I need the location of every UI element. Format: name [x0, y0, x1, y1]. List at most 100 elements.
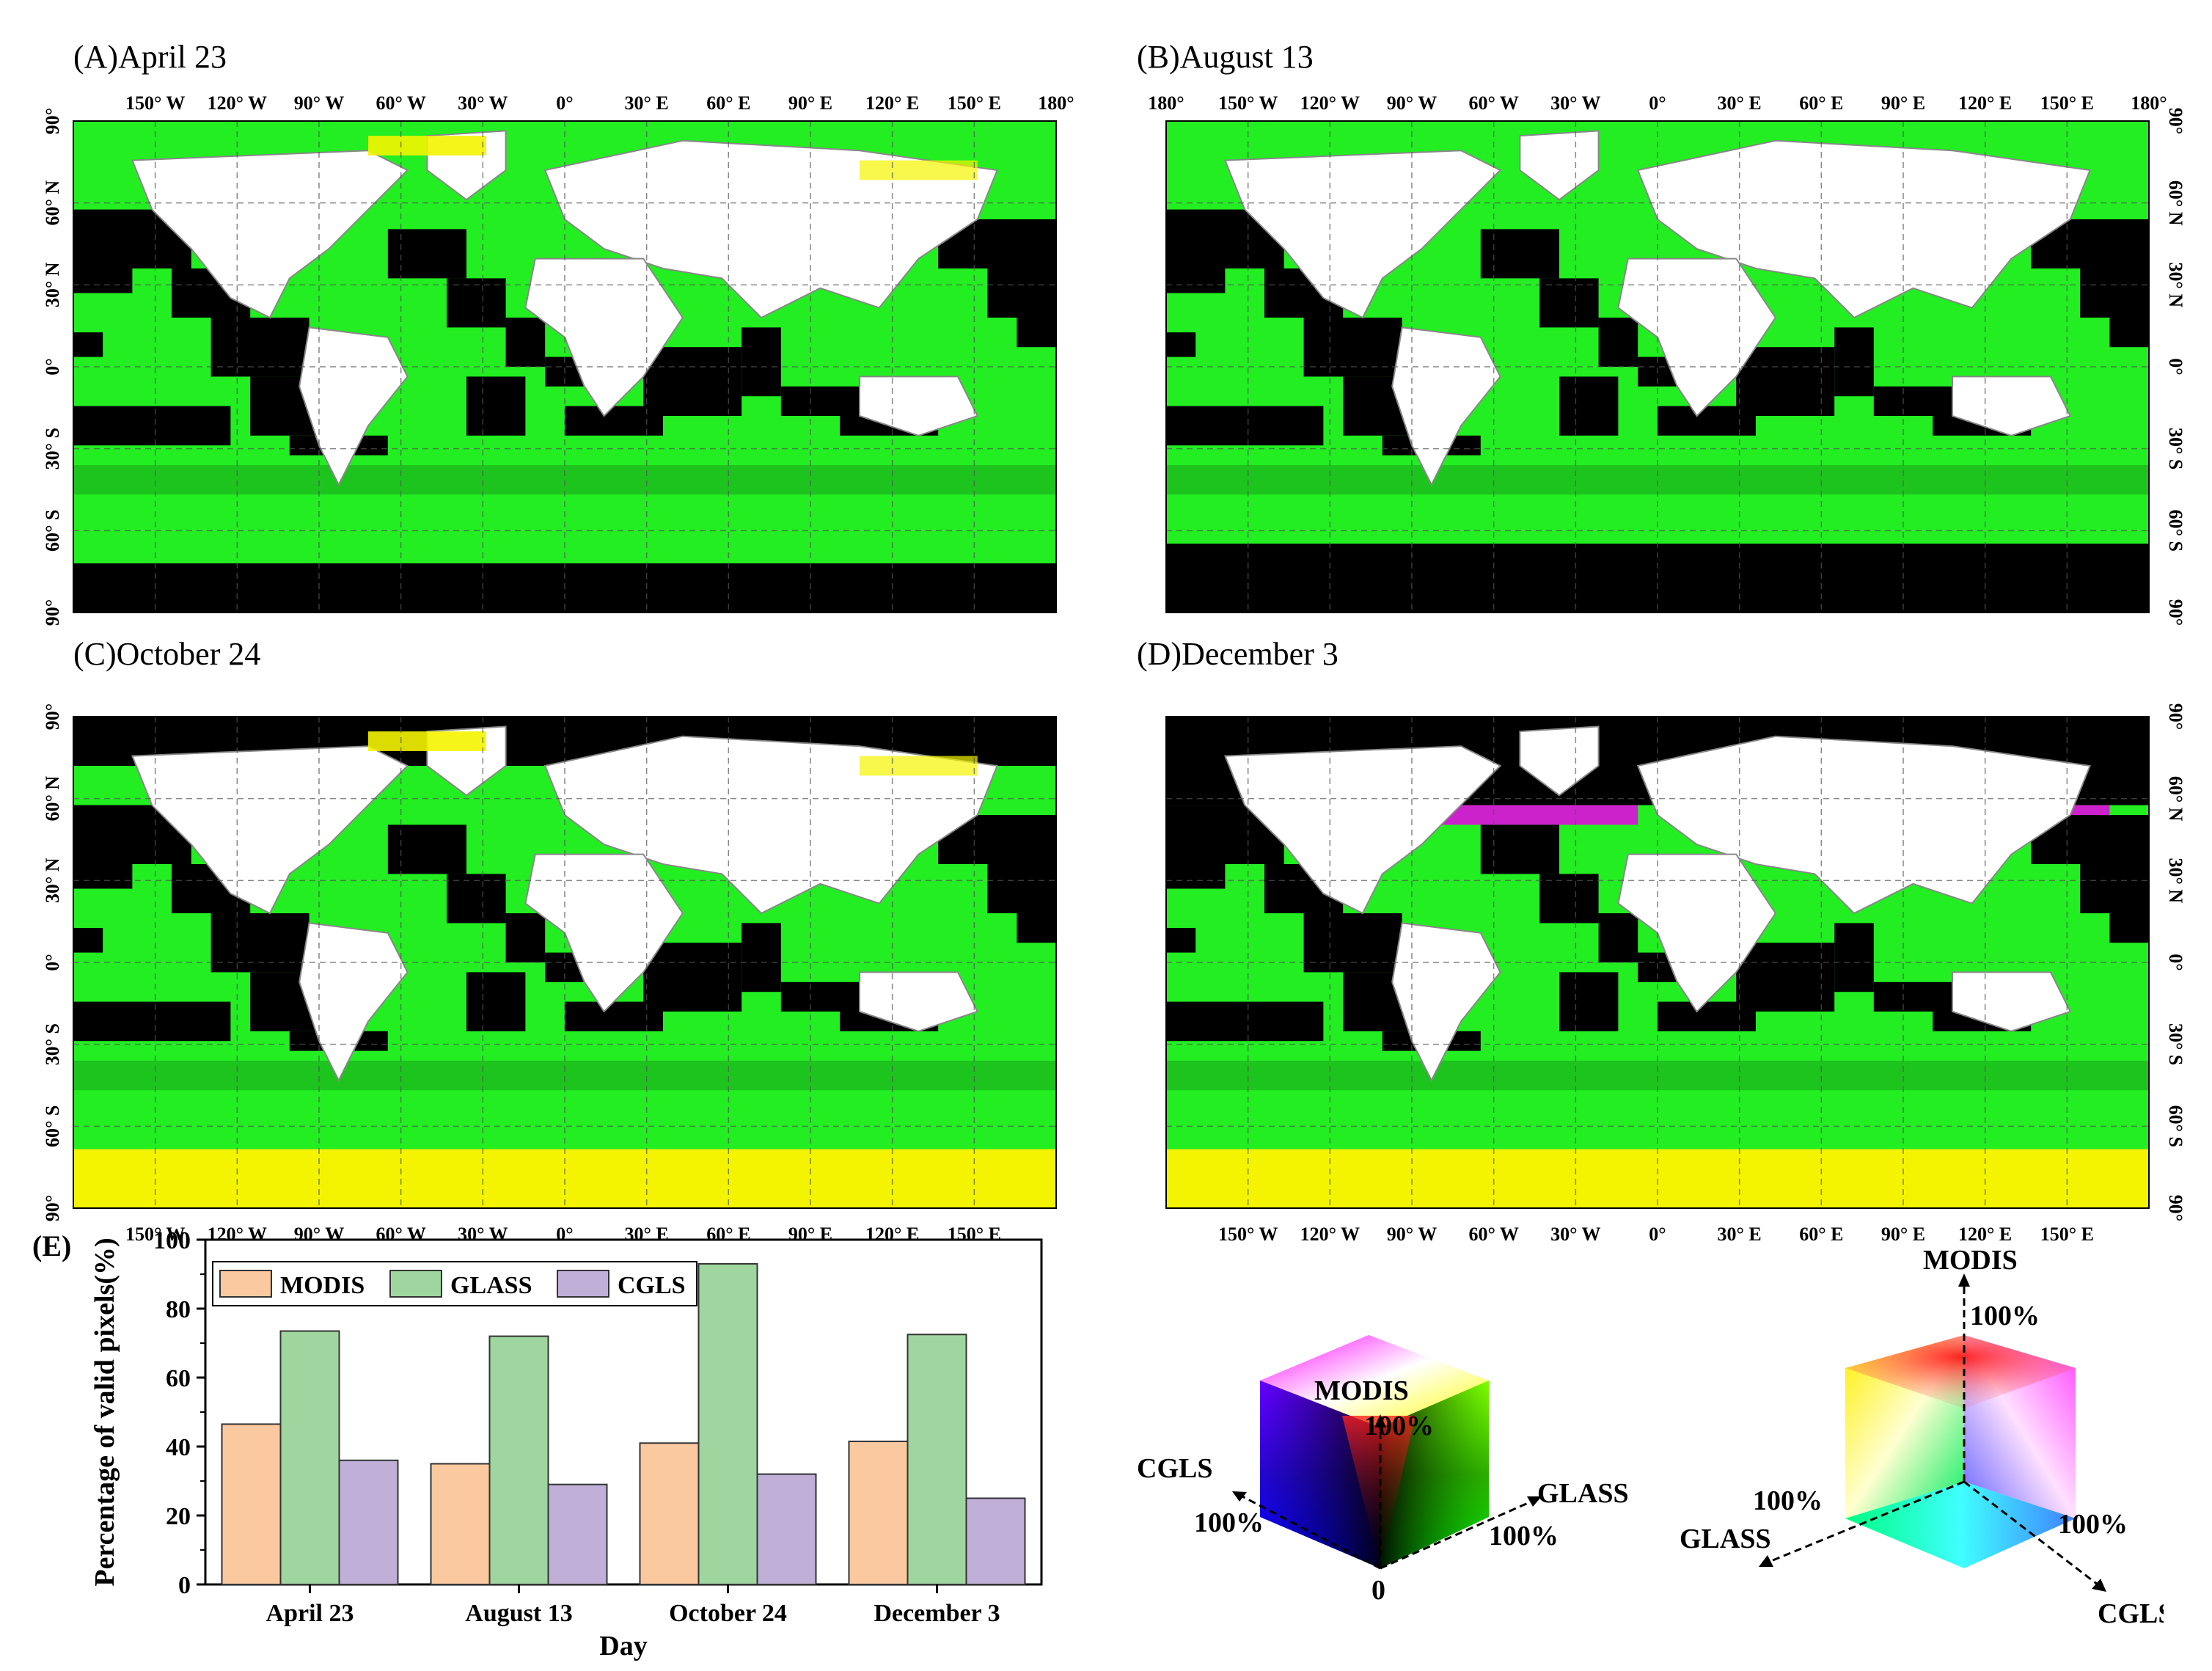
cube-right-cgls-pct: 100% [2058, 1509, 2128, 1540]
lon-tick-label: 90° W [294, 1224, 344, 1245]
lon-tick-label: 60° E [706, 1224, 750, 1245]
cube-right-glass-label: GLASS [1680, 1524, 1771, 1554]
lon-tick-label: 150° E [2040, 92, 2094, 114]
lon-tick-label: 90° W [1387, 92, 1437, 114]
cube-right-modis-label: MODIS [1923, 1245, 2018, 1276]
lat-tick-label: 60° N [2165, 776, 2186, 822]
cube-left-cgls-label: CGLS [1137, 1453, 1212, 1484]
continent [299, 922, 409, 1083]
lat-tick-label: 60° N [2165, 180, 2186, 226]
continent [1391, 922, 1501, 1083]
continent [1952, 376, 2072, 436]
cube-left-modis-pct: 100% [1364, 1411, 1434, 1441]
lon-tick-label: 120° E [865, 1224, 919, 1245]
lat-tick-label: 60° S [42, 1105, 63, 1147]
panel-title-d: (D)December 3 [1137, 636, 1338, 672]
bar-modis [221, 1423, 282, 1585]
lat-tick-label: 90° [2165, 599, 2186, 626]
x-tick-label: April 23 [266, 1600, 354, 1627]
lon-tick-label: 60° W [1468, 1224, 1518, 1245]
lon-tick-label: 30° W [458, 1224, 508, 1245]
lat-tick-label: 90° [2165, 703, 2186, 730]
panel-title-c: (C)October 24 [73, 636, 261, 672]
continent [131, 150, 409, 319]
bar-glass [279, 1330, 340, 1586]
lon-tick-label: 30° E [625, 92, 669, 114]
continent [1223, 150, 1502, 319]
bar-modis [848, 1440, 909, 1585]
bar-cgls [338, 1459, 399, 1586]
y-tick-label: 0 [178, 1572, 191, 1599]
lon-tick-label: 60° W [1468, 92, 1518, 114]
lat-tick-label: 90° [42, 703, 63, 730]
lon-tick-label: 30° E [625, 1224, 669, 1245]
legend-label-cgls: CGLS [618, 1272, 686, 1299]
lat-tick-label: 60° N [42, 776, 63, 822]
lat-tick-label: 0° [2165, 954, 2186, 970]
bar-cgls [756, 1473, 817, 1585]
lon-tick-label: 90° E [788, 92, 832, 114]
map-body [73, 716, 1057, 1209]
cube-left-top-face [1260, 1335, 1489, 1427]
continent [299, 326, 409, 487]
lat-tick-label: 90° [42, 1195, 63, 1221]
cube-left-cgls-pct: 100% [1194, 1507, 1264, 1538]
bar-modis [430, 1463, 491, 1585]
cube-right-glass-pct: 100% [1753, 1485, 1823, 1516]
chart-legend: MODIS GLASS CGLS [212, 1261, 697, 1306]
lat-tick-label: 60° S [42, 510, 63, 552]
bar-modis [639, 1442, 700, 1586]
lat-tick-label: 0° [42, 358, 63, 375]
lon-tick-label: 0° [1649, 92, 1666, 114]
bar-cgls [547, 1483, 608, 1585]
lat-tick-label: 30° N [2165, 262, 2186, 307]
lon-tick-label: 120° W [208, 92, 267, 114]
y-tick-label: 60 [166, 1365, 191, 1392]
lon-tick-label: 0° [556, 1224, 573, 1245]
lat-tick-label: 30° S [42, 428, 63, 469]
legend-label-modis: MODIS [280, 1272, 365, 1299]
bar-glass [697, 1262, 758, 1586]
cube-right-bottom-face [1845, 1482, 2076, 1568]
continent [1519, 725, 1600, 797]
continent [1223, 745, 1502, 915]
antarctica-snow [73, 1149, 1056, 1208]
lon-tick-label: 60° E [706, 92, 750, 114]
y-tick-label: 20 [166, 1503, 191, 1530]
map-panel-c: 150° W 120° W 90° W 60° W 30° W 0° 30° E 60° E 9… [42, 703, 1057, 1245]
lat-tick-label: 0° [42, 954, 63, 970]
lon-tick-label: 150° W [125, 1224, 185, 1245]
lon-tick-label: 90° W [1387, 1224, 1437, 1245]
continent [543, 139, 999, 319]
map-panel-d: 150° W 120° W 90° W 60° W 30° W 0° 30° E 60° E 9… [1165, 703, 2186, 1245]
x-tick-label: August 13 [465, 1600, 572, 1627]
map-panel-b: 180° 150° W 120° W 90° W 60° W 30° W 0° 30° E 60… [1148, 92, 2186, 626]
lat-tick-label: 90° [42, 108, 63, 134]
continent [1952, 971, 2072, 1032]
y-axis-label: Percentage of valid pixels(%) [89, 1237, 120, 1586]
bar-glass [488, 1335, 549, 1585]
legend-label-glass: GLASS [450, 1272, 532, 1299]
cube-legend-left: MODIS 100% GLASS 100% CGLS 100% 0 [1137, 1335, 1629, 1606]
lat-tick-label: 90° [2165, 108, 2186, 134]
continent [1519, 130, 1600, 201]
cube-left-origin: 0 [1371, 1575, 1385, 1606]
lon-tick-label: 0° [556, 92, 573, 114]
lat-tick-label: 30° N [42, 262, 63, 307]
cube-right-cgls-label: CGLS [2098, 1598, 2164, 1629]
map-body [1165, 120, 2150, 613]
lat-tick-label: 30° S [2165, 428, 2186, 469]
x-tick-label: December 3 [874, 1600, 1000, 1627]
map-body [1165, 716, 2150, 1209]
continent [543, 735, 999, 915]
lon-tick-label: 90° E [1881, 1224, 1925, 1245]
lat-tick-label: 60° N [42, 180, 63, 226]
continent [131, 745, 409, 915]
lon-tick-label: 0° [1649, 1224, 1666, 1245]
lon-tick-label: 150° W [1218, 1224, 1278, 1245]
y-tick-label: 40 [166, 1434, 191, 1461]
continent [1391, 326, 1501, 487]
panel-title-a: (A)April 23 [73, 39, 227, 75]
legend-swatch-glass [389, 1270, 442, 1298]
x-axis-label: Day [599, 1631, 647, 1661]
